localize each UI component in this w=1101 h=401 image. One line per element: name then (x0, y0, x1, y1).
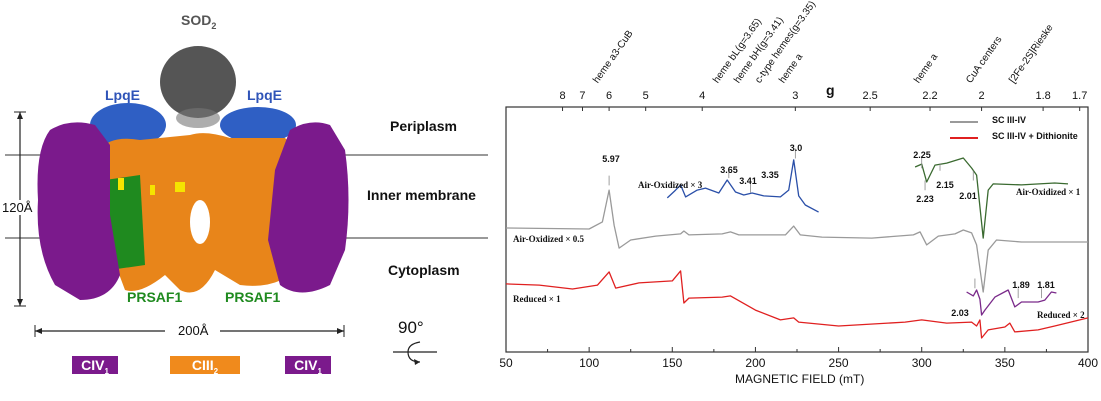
x-tick-label: 250 (828, 356, 849, 370)
trace-label-air-oxidized-3: Air-Oxidized × 3 (638, 180, 703, 190)
peak-label: 2.23 (916, 194, 934, 204)
lpqe-label-left: LpqE (105, 87, 140, 103)
peak-label: 5.97 (602, 154, 620, 164)
top-axis-label: g (826, 82, 835, 98)
g-tick-label: 2.2 (922, 90, 938, 102)
lpqe-label-right: LpqE (247, 87, 282, 103)
height-scale-label: 120Å (2, 200, 33, 215)
prsaf1-label-left: PRSAF1 (127, 289, 183, 305)
g-tick-label: 2.5 (862, 90, 878, 102)
g-tick-label: 2 (978, 90, 985, 102)
peak-label: 2.03 (951, 308, 969, 318)
g-tick-label: 5 (642, 90, 649, 102)
lpqe-density-left (90, 103, 166, 147)
region-inner-membrane: Inner membrane (367, 187, 476, 203)
cryo-em-density-map (5, 46, 488, 365)
rotation-label: 90° (398, 318, 424, 337)
trace-label-air-oxidized-0-5: Air-Oxidized × 0.5 (513, 234, 585, 244)
civ-density-left (37, 122, 120, 300)
g-tick-label: 8 (559, 90, 566, 102)
x-tick-label: 350 (994, 356, 1015, 370)
g-tick-label: 1.7 (1072, 90, 1088, 102)
peak-label: 2.15 (936, 180, 954, 190)
prsaf1-label-right: PRSAF1 (225, 289, 281, 305)
sod-label: SOD2 (181, 12, 217, 31)
inset-trace-green (914, 157, 1069, 239)
legend-label-sc: SC III-IV (992, 115, 1027, 125)
legend-label-dithionite: SC III-IV + Dithionite (992, 131, 1078, 141)
legend-civ-right: CIV1 (285, 356, 331, 376)
civ-density-right (268, 122, 349, 293)
inset-trace-blue (666, 159, 819, 213)
peak-label: 3.41 (739, 176, 757, 186)
x-tick-label: 50 (499, 356, 513, 370)
g-tick-label: 7 (579, 90, 586, 102)
trace-label-reduced-2: Reduced × 2 (1037, 310, 1085, 320)
peak-label: 3.65 (720, 165, 738, 175)
trace-label-reduced-1: Reduced × 1 (513, 294, 561, 304)
legend-swatch-red (950, 137, 978, 139)
peak-label: 3.0 (789, 143, 803, 153)
g-tick-label: 4 (699, 90, 706, 102)
trace-label-air-oxidized-1: Air-Oxidized × 1 (1016, 187, 1081, 197)
x-tick-label: 200 (745, 356, 766, 370)
g-tick-label: 1.8 (1035, 90, 1051, 102)
trace-air-oxidized (505, 189, 1088, 293)
x-tick-label: 150 (662, 356, 683, 370)
x-tick-label: 300 (911, 356, 932, 370)
region-periplasm: Periplasm (390, 118, 457, 134)
legend-civ-left: CIV1 (72, 356, 118, 376)
g-tick-label: 6 (606, 90, 613, 102)
legend-swatch-gray (950, 121, 978, 123)
region-cytoplasm: Cytoplasm (388, 262, 460, 278)
width-scale-label: 200Å (178, 323, 209, 338)
peak-label: 2.01 (959, 191, 977, 201)
lpqe-density-right (220, 107, 296, 143)
x-axis-label: MAGNETIC FIELD (mT) (735, 372, 865, 386)
inset-trace-purple (966, 289, 1057, 316)
peak-label: 2.25 (913, 150, 931, 160)
sod-density (160, 46, 236, 118)
peak-label: 3.35 (761, 170, 779, 180)
g-tick-label: 3 (792, 90, 799, 102)
legend-ciii2: CIII2 (170, 356, 240, 376)
x-tick-label: 400 (1077, 356, 1099, 370)
rotation-icon (393, 341, 437, 365)
x-tick-label: 100 (579, 356, 600, 370)
peak-label: 1.81 (1037, 280, 1055, 290)
trace-reduced (505, 270, 1089, 339)
peak-label: 1.89 (1012, 280, 1030, 290)
